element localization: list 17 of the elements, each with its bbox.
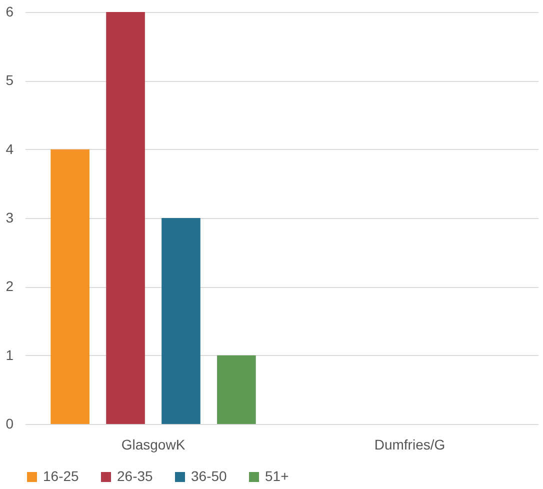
y-tick-label: 4 <box>6 140 14 157</box>
bar <box>217 355 256 424</box>
y-tick-label: 5 <box>6 72 14 88</box>
legend-label: 51+ <box>265 468 289 484</box>
y-tick-label: 3 <box>6 210 14 226</box>
bar <box>106 12 145 424</box>
legend-label: 16-25 <box>43 468 80 484</box>
y-tick-label: 1 <box>6 346 14 363</box>
y-tick-label: 2 <box>6 278 14 294</box>
y-tick-label: 6 <box>6 4 14 20</box>
bar <box>162 218 200 424</box>
legend-label: 26-35 <box>117 468 154 484</box>
x-tick-label: GlasgowK <box>121 436 186 452</box>
legend-label: 36-50 <box>191 468 228 484</box>
bar <box>50 149 90 424</box>
y-tick-label: 0 <box>6 416 14 432</box>
x-tick-label: Dumfries/G <box>374 436 446 452</box>
